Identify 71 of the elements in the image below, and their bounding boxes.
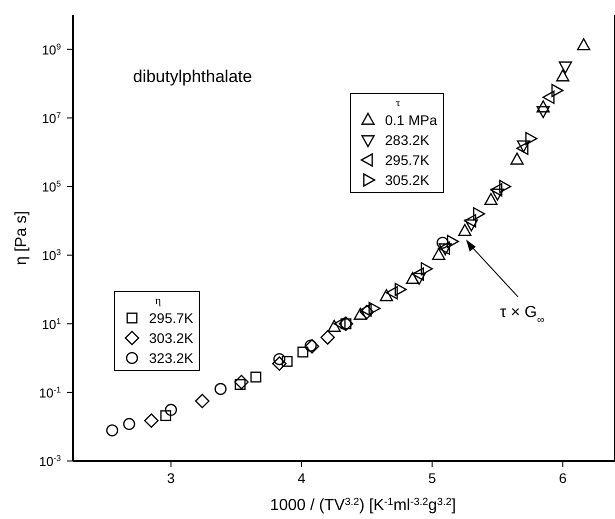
legend-label: 283.2K [385, 131, 430, 150]
point [320, 330, 335, 345]
point [432, 248, 446, 260]
text: 1000 / (TV$^{3.2}$) [K$^{-1}$ml$^{-3.2}$g$^{3.2}$] [270, 496, 456, 514]
point [516, 142, 528, 155]
point [333, 317, 346, 330]
point [577, 38, 590, 50]
point [368, 302, 381, 316]
y-tick-label: 10$^{5}$ [42, 178, 62, 195]
x-tick-label: 6 [558, 470, 567, 486]
y-tick-label: 10$^{1}$ [42, 316, 62, 332]
point [250, 372, 262, 382]
text: dibutylphthalate [133, 67, 252, 86]
y-tick-label: 10$^{3}$ [42, 247, 62, 264]
point [536, 106, 550, 118]
point [420, 262, 433, 276]
point [484, 192, 498, 206]
x-tick-label: 5 [428, 470, 436, 486]
point [297, 346, 308, 358]
point [234, 374, 249, 390]
legend-label: 303.2K [149, 329, 194, 348]
point [525, 132, 538, 146]
point [473, 207, 486, 220]
point [542, 90, 555, 104]
point [558, 61, 572, 74]
y-axis-title: η [Pa s] [13, 210, 30, 266]
point [412, 272, 426, 285]
legend-label: 323.2K [149, 349, 194, 368]
y-tick-label: 10$^{9}$ [42, 41, 62, 58]
point [272, 356, 287, 371]
point [144, 413, 159, 428]
text: η [155, 295, 162, 307]
point [536, 100, 550, 112]
y-tick-label: 10$^{7}$ [42, 110, 62, 126]
point [214, 382, 227, 395]
point [499, 180, 512, 194]
point [516, 140, 530, 152]
legend-label: 305.2K [385, 171, 430, 190]
point [380, 289, 394, 302]
x-tick-label: 3 [167, 470, 176, 486]
point [273, 353, 286, 366]
point [458, 224, 472, 236]
y-tick-label: 10$^{-1}$ [39, 384, 62, 400]
legend-label: 0.1 MPa [385, 111, 438, 130]
point [282, 356, 293, 367]
legend-label: 295.7K [385, 151, 430, 170]
y-tick-label: 10$^{-3}$ [39, 453, 62, 469]
x-tick-label: 4 [298, 470, 306, 486]
point [328, 320, 341, 332]
point [446, 234, 459, 248]
point [510, 152, 524, 165]
point [412, 267, 424, 281]
annotation: τ × G$_{∞}$ [500, 304, 544, 326]
point [490, 188, 504, 201]
point [195, 394, 210, 408]
text: τ [396, 97, 400, 109]
point [556, 69, 570, 82]
point [490, 183, 502, 197]
point [551, 84, 564, 98]
point [164, 404, 177, 416]
point [464, 219, 478, 232]
point [123, 418, 136, 430]
point [354, 308, 367, 320]
point [436, 236, 449, 249]
point [464, 214, 476, 228]
point [394, 282, 407, 296]
point [106, 424, 118, 436]
legend-label: 295.7K [149, 309, 194, 328]
point [160, 410, 172, 422]
point [406, 272, 420, 284]
point [386, 286, 398, 300]
